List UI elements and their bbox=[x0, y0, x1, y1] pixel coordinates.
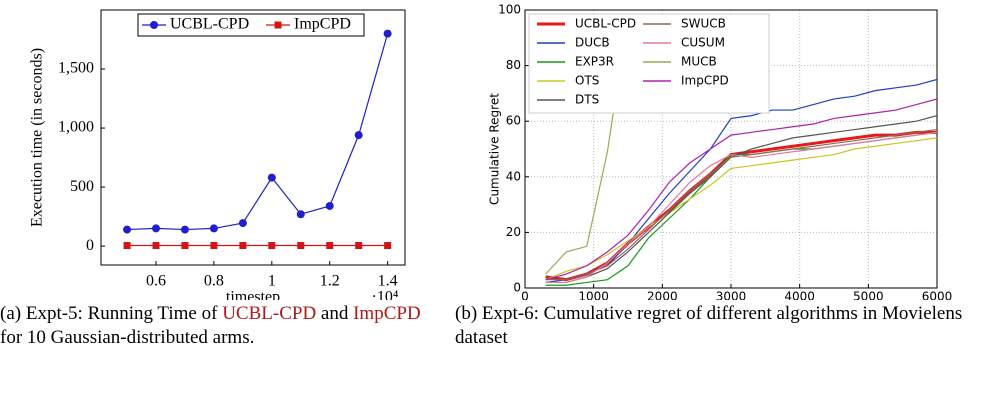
point bbox=[296, 210, 305, 219]
legend-label: MUCB bbox=[681, 55, 717, 69]
legend-label: UCBL-CPD bbox=[170, 16, 249, 33]
point bbox=[267, 173, 276, 182]
legend-label: ImpCPD bbox=[294, 16, 351, 33]
point bbox=[384, 242, 392, 250]
chart: 0204060801000100020003000400050006000Tim… bbox=[488, 3, 953, 301]
series bbox=[545, 115, 937, 284]
legend-label: UCBL-CPD bbox=[575, 17, 636, 31]
plot-frame bbox=[100, 9, 406, 266]
point bbox=[383, 29, 392, 38]
x-tick-label: 5000 bbox=[853, 290, 884, 301]
x-tick-label: 1 bbox=[268, 273, 276, 290]
point bbox=[210, 242, 218, 250]
caption-text: and bbox=[316, 303, 354, 324]
caption-text: UCBL-CPD bbox=[222, 303, 317, 324]
point bbox=[181, 242, 189, 250]
point bbox=[209, 224, 218, 233]
line bbox=[545, 78, 937, 284]
x-tick-label: 0.8 bbox=[204, 273, 224, 290]
series bbox=[545, 137, 937, 281]
caption-text: ImpCPD bbox=[353, 303, 421, 324]
caption-b: (b) Expt-6: Cumulative regret of differe… bbox=[455, 302, 1000, 350]
line bbox=[545, 131, 937, 286]
legend-label: ImpCPD bbox=[681, 74, 729, 88]
y-tick-label: 1,000 bbox=[58, 119, 94, 136]
plot-frame bbox=[524, 9, 938, 289]
line bbox=[545, 98, 937, 281]
x-tick-label: 0 bbox=[521, 290, 529, 301]
y-tick-label: 100 bbox=[498, 3, 521, 17]
line bbox=[545, 131, 937, 284]
point bbox=[238, 219, 247, 228]
y-axis-label: Execution time (in seconds) bbox=[29, 48, 46, 227]
y-axis-label: Cumulative Regret bbox=[488, 93, 502, 205]
point bbox=[152, 242, 160, 250]
point bbox=[297, 242, 305, 250]
series bbox=[545, 131, 937, 284]
x-tick-label: 1.2 bbox=[320, 273, 340, 290]
legend-label: EXP3R bbox=[575, 55, 614, 69]
legend-frame bbox=[137, 13, 365, 37]
line bbox=[545, 137, 937, 281]
point bbox=[326, 242, 334, 250]
y-tick-label: 500 bbox=[70, 178, 94, 195]
caption-text: (b) Expt-6: Cumulative regret of differe… bbox=[455, 303, 963, 348]
y-tick-label: 20 bbox=[506, 225, 521, 239]
y-tick-label: 0 bbox=[86, 237, 94, 254]
legend-marker bbox=[274, 21, 282, 29]
series bbox=[123, 29, 392, 234]
legend-label: CUSUM bbox=[681, 36, 725, 50]
legend-label: DTS bbox=[575, 93, 599, 107]
x-tick-label: 0.6 bbox=[146, 273, 166, 290]
line bbox=[545, 115, 937, 284]
x-tick-label: 4000 bbox=[784, 290, 815, 301]
series bbox=[545, 78, 937, 284]
y-tick-label: 40 bbox=[506, 169, 521, 183]
y-tick-label: 80 bbox=[506, 58, 521, 72]
series bbox=[545, 98, 937, 281]
legend-marker bbox=[150, 21, 158, 29]
y-tick-label: 0 bbox=[513, 281, 521, 295]
legend-label: DUCB bbox=[575, 36, 610, 50]
x-tick-label: 3000 bbox=[716, 290, 747, 301]
y-tick-label: 60 bbox=[506, 114, 521, 128]
point bbox=[123, 225, 132, 234]
charts: 0 500 1,000 1,500 0.6 0.8 1 1.2 1.4 timestep Execu… bbox=[29, 3, 953, 301]
x-multiplier: ·10⁴ bbox=[372, 289, 399, 300]
caption-a: (a) Expt-5: Running Time of UCBL-CPD and… bbox=[0, 302, 440, 350]
legend-label: SWUCB bbox=[681, 17, 726, 31]
point bbox=[180, 225, 189, 234]
point bbox=[239, 242, 247, 250]
x-axis-label: timestep bbox=[226, 289, 280, 300]
point bbox=[152, 224, 161, 233]
x-tick-label: 1000 bbox=[578, 290, 609, 301]
y-tick-label: 1,500 bbox=[58, 60, 94, 77]
point bbox=[354, 131, 363, 140]
point bbox=[123, 242, 131, 250]
series bbox=[545, 131, 937, 286]
point bbox=[325, 201, 334, 210]
series bbox=[123, 242, 392, 250]
point bbox=[355, 242, 363, 250]
x-tick-label: 6000 bbox=[922, 290, 953, 301]
legend-label: OTS bbox=[575, 74, 599, 88]
point bbox=[268, 242, 276, 250]
chart: 0 500 1,000 1,500 0.6 0.8 1 1.2 1.4 timestep Execu… bbox=[29, 9, 406, 300]
x-tick-label: 2000 bbox=[647, 290, 678, 301]
caption-text: (a) Expt-5: Running Time of bbox=[0, 303, 223, 324]
x-tick-label: 1.4 bbox=[378, 273, 398, 290]
legend-frame bbox=[528, 13, 770, 114]
caption-text: for 10 Gaussian-distributed arms. bbox=[0, 327, 255, 348]
line bbox=[127, 33, 389, 231]
